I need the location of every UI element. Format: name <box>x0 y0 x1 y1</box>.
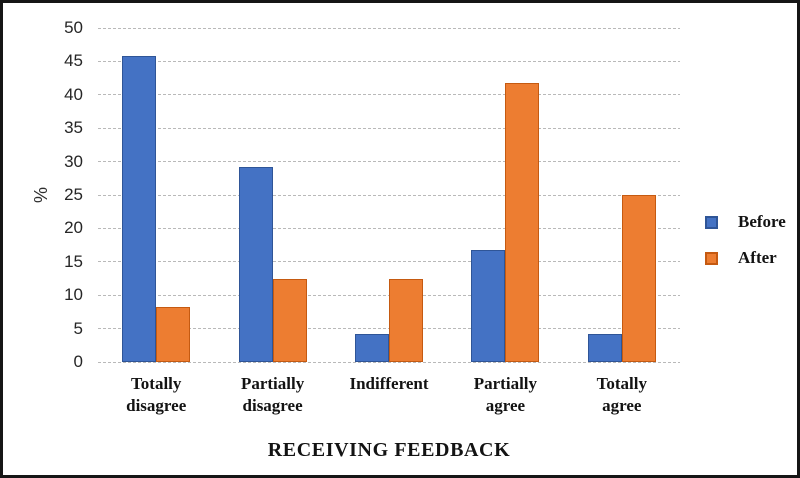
plot-area <box>98 27 680 363</box>
gridline <box>98 60 680 62</box>
y-tick-label: 5 <box>73 318 83 338</box>
gridline <box>98 161 680 163</box>
y-tick-label: 30 <box>64 151 83 171</box>
gridline <box>98 94 680 96</box>
bar-after-indifferent <box>389 278 423 362</box>
bar-after-totally-disagree <box>156 306 191 362</box>
y-tick-label: 40 <box>64 84 83 104</box>
bar-after-totally-agree <box>621 195 656 362</box>
x-category-label-partially-disagree: Partially disagree <box>240 374 305 415</box>
gridline <box>98 227 680 229</box>
y-tick-label: 0 <box>73 352 83 371</box>
bar-before-totally-agree <box>587 333 622 362</box>
x-axis-title: RECEIVING FEEDBACK <box>267 439 511 461</box>
legend-item-before: Before <box>705 211 786 233</box>
y-tick-label: 10 <box>64 285 83 305</box>
legend-label-after: After <box>738 248 777 267</box>
y-tick-label: 20 <box>64 218 83 238</box>
gridline <box>98 361 680 363</box>
y-tick-label: 50 <box>64 18 83 37</box>
bar-before-partially-agree <box>471 250 506 362</box>
bar-before-indifferent <box>355 333 389 362</box>
bar-before-totally-disagree <box>122 56 157 362</box>
legend: Before After <box>705 211 786 283</box>
x-category-label-totally-agree: Totally agree <box>596 374 647 415</box>
bar-after-partially-agree <box>505 83 540 362</box>
gridline <box>98 27 680 29</box>
x-category-label-indifferent: Indifferent <box>349 374 429 393</box>
x-category-label-totally-disagree: Totally disagree <box>126 374 187 415</box>
x-category-label-partially-agree: Partially agree <box>473 374 538 415</box>
bar-after-partially-disagree <box>272 278 307 362</box>
y-tick-label: 15 <box>64 251 83 271</box>
gridline <box>98 194 680 196</box>
legend-label-before: Before <box>738 212 786 231</box>
legend-item-after: After <box>705 247 786 269</box>
gridline <box>98 127 680 129</box>
y-tick-label: 35 <box>64 118 83 138</box>
legend-swatch-after <box>705 251 718 265</box>
y-tick-label: 25 <box>64 185 83 204</box>
bar-before-partially-disagree <box>238 166 273 362</box>
y-tick-label: 45 <box>64 51 83 71</box>
gridline <box>98 261 680 263</box>
legend-swatch-before <box>705 215 718 229</box>
